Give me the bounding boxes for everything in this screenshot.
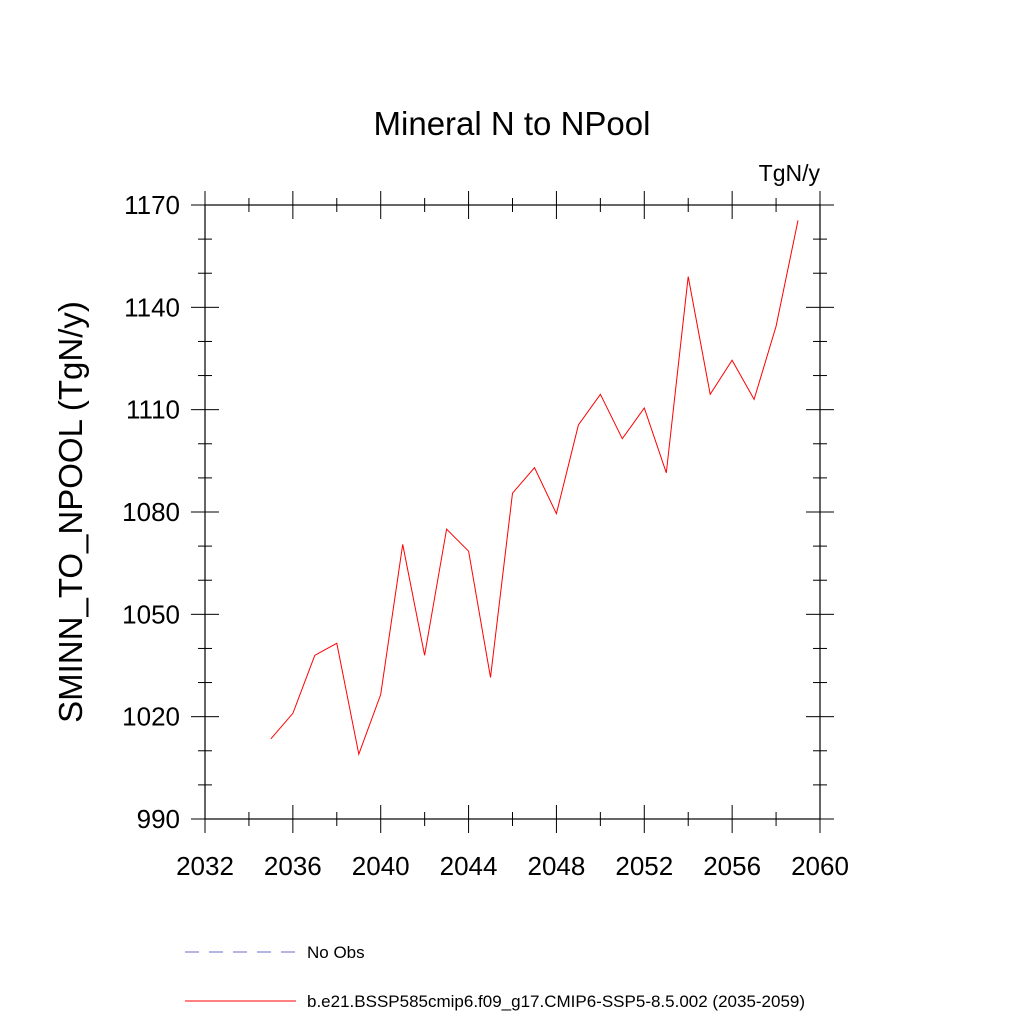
legend-label-2: b.e21.BSSP585cmip6.f09_g17.CMIP6-SSP5-8.… xyxy=(307,992,805,1011)
legend-label-1: No Obs xyxy=(307,943,365,962)
y-axis-label: SMINN_TO_NPOOL (TgN/y) xyxy=(52,301,89,723)
x-tick-label: 2044 xyxy=(440,851,498,881)
y-tick-label: 1050 xyxy=(122,599,180,629)
legend: No Obs b.e21.BSSP585cmip6.f09_g17.CMIP6-S… xyxy=(185,943,805,1011)
x-tick-label: 2056 xyxy=(703,851,761,881)
x-tick-label: 2036 xyxy=(264,851,322,881)
y-tick-label: 1110 xyxy=(126,395,180,425)
y-tick-label: 1170 xyxy=(124,190,180,220)
x-axis: 2032 2036 2040 2044 2048 2052 2056 2060 xyxy=(176,191,849,881)
y-tick-label: 1140 xyxy=(124,292,180,322)
units-label: TgN/y xyxy=(759,160,821,186)
chart-title: Mineral N to NPool xyxy=(374,105,651,142)
y-tick-label: 1080 xyxy=(122,497,180,527)
x-tick-label: 2052 xyxy=(615,851,673,881)
series-layer xyxy=(270,220,799,757)
y-tick-label: 990 xyxy=(137,804,180,834)
y-tick-label: 1020 xyxy=(122,702,180,732)
x-tick-label: 2032 xyxy=(176,851,234,881)
series-line-2 xyxy=(270,220,799,757)
x-tick-label: 2060 xyxy=(791,851,849,881)
x-tick-label: 2048 xyxy=(528,851,586,881)
y-axis: 990 1020 1050 1080 1110 1140 1170 xyxy=(122,190,834,834)
plot-frame xyxy=(204,204,821,820)
x-tick-label: 2040 xyxy=(352,851,410,881)
plot-area xyxy=(204,204,821,820)
